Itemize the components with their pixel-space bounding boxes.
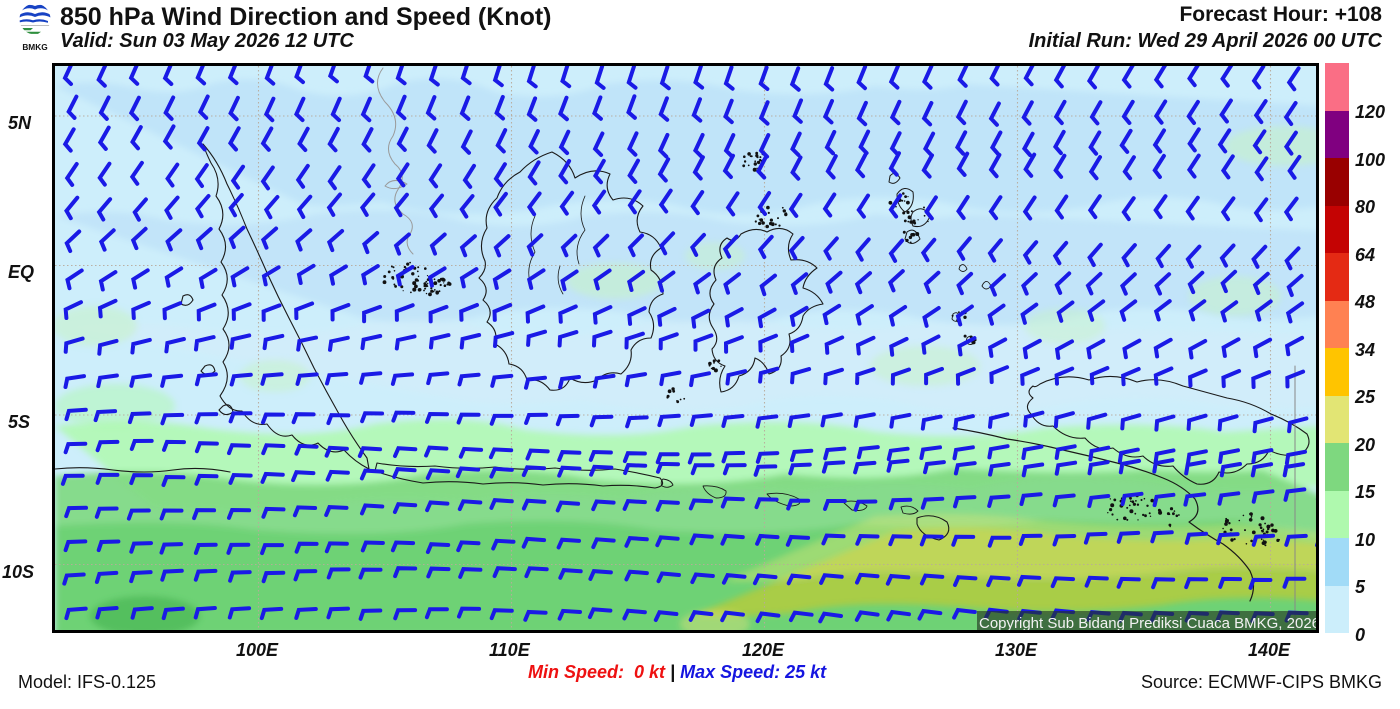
svg-text:BMKG: BMKG: [22, 42, 47, 52]
